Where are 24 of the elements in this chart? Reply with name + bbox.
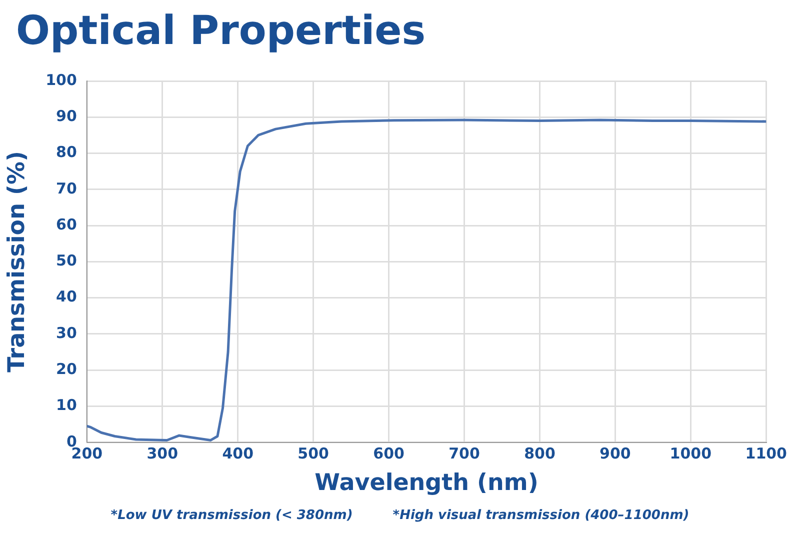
text: *High visual transmission (400–1100nm) bbox=[392, 508, 690, 523]
y-tick-label: 80 bbox=[56, 143, 77, 162]
y-tick-label: 90 bbox=[56, 107, 77, 126]
chart-title: Optical Properties bbox=[16, 8, 426, 54]
x-tick-label: 1000 bbox=[670, 444, 712, 462]
x-axis-title: Wavelength (nm) bbox=[314, 470, 538, 496]
x-tick-label: 900 bbox=[600, 444, 631, 462]
x-tick-label: 600 bbox=[373, 444, 404, 462]
y-tick-label: 60 bbox=[56, 215, 77, 234]
x-tick-label: 1100 bbox=[745, 444, 787, 462]
x-tick-label: 300 bbox=[146, 444, 178, 462]
y-tick-label: 30 bbox=[56, 324, 77, 342]
y-tick-label: 40 bbox=[56, 288, 77, 306]
x-tick-label: 800 bbox=[524, 444, 556, 462]
text: *Low UV transmission (< 380nm) bbox=[110, 508, 353, 523]
x-tick-label: 700 bbox=[448, 444, 480, 462]
y-tick-label: 100 bbox=[46, 70, 77, 89]
x-tick-label: 500 bbox=[298, 444, 329, 462]
y-tick-label: 10 bbox=[56, 396, 77, 414]
x-tick-label: 400 bbox=[222, 444, 254, 462]
y-tick-label: 20 bbox=[56, 360, 77, 378]
y-tick-label: 50 bbox=[56, 252, 77, 270]
y-tick-label: 70 bbox=[56, 179, 77, 198]
y-axis-title: Transmission (%) bbox=[4, 150, 30, 372]
